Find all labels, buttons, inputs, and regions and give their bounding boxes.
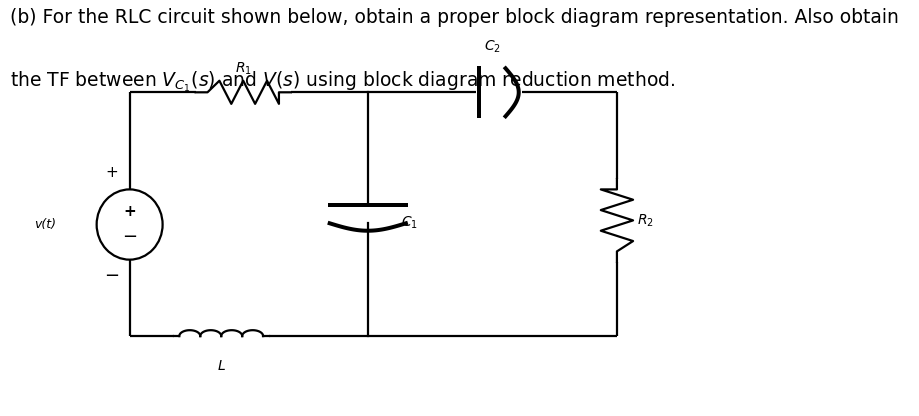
Text: $L$: $L$ [217,359,225,373]
Text: −: − [122,228,137,246]
Text: −: − [104,267,119,285]
Text: $R_2$: $R_2$ [637,212,653,229]
Text: (b) For the RLC circuit shown below, obtain a proper block diagram representatio: (b) For the RLC circuit shown below, obt… [10,7,898,27]
Text: $C_1$: $C_1$ [401,214,417,230]
Text: the TF between $V_{C_1}(s)$ and $V(s)$ using block diagram reduction method.: the TF between $V_{C_1}(s)$ and $V(s)$ u… [10,69,675,94]
Text: v(t): v(t) [34,218,56,231]
Text: +: + [105,166,118,181]
Text: +: + [123,204,136,219]
Text: $C_2$: $C_2$ [483,39,500,55]
Text: $R_1$: $R_1$ [234,60,252,77]
